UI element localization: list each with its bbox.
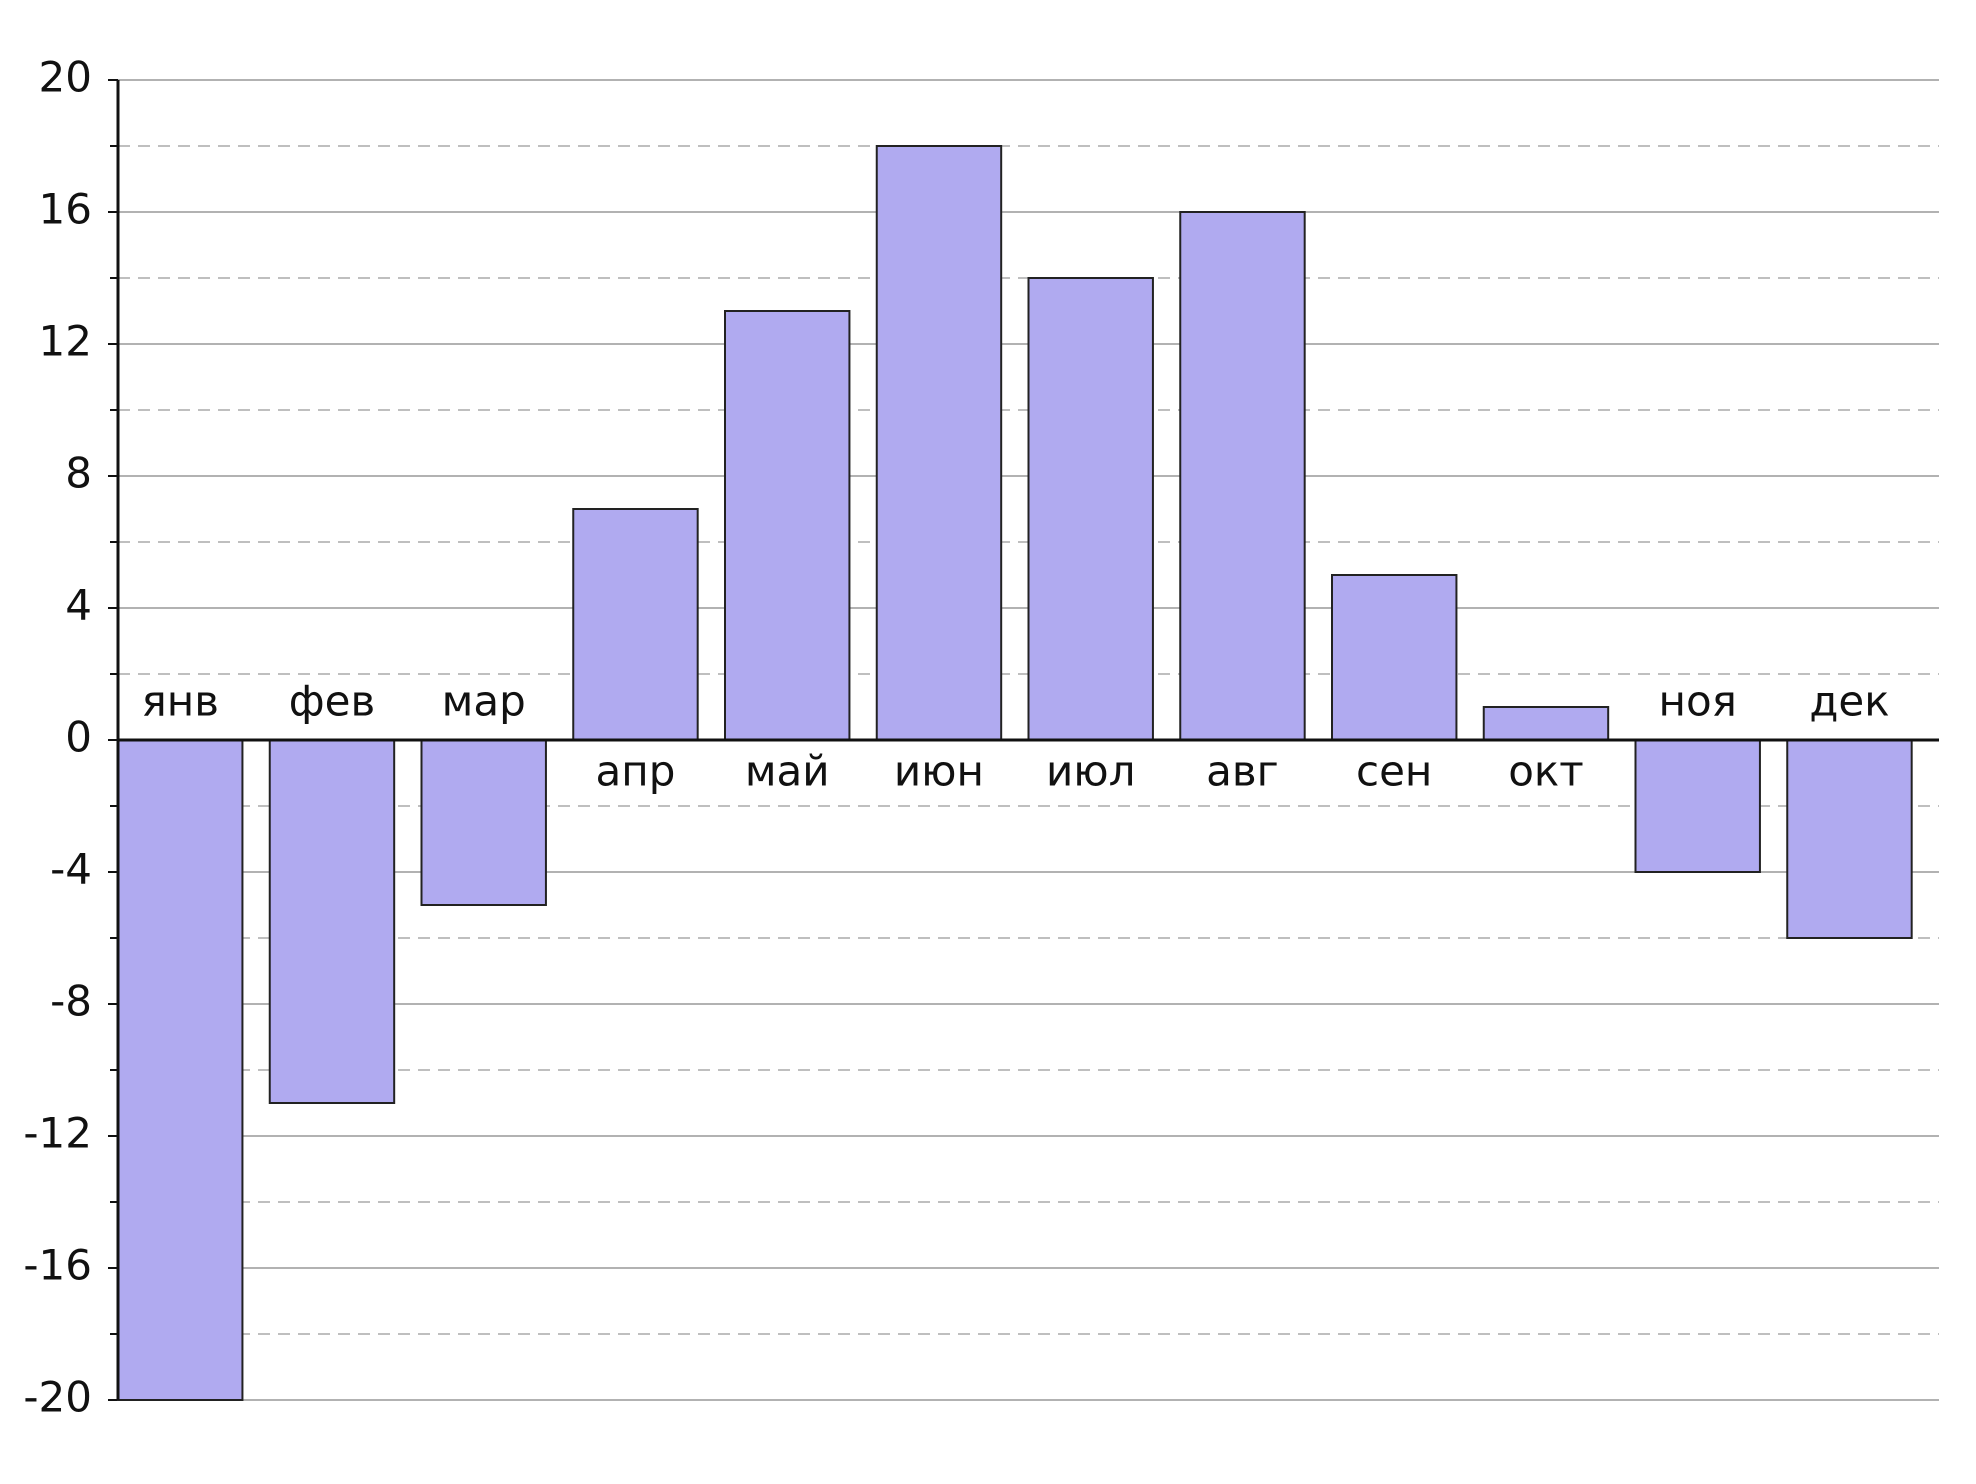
bar — [1634, 739, 1761, 873]
y-tick-label: -12 — [23, 1109, 92, 1158]
x-tick-label: окт — [1508, 747, 1584, 796]
x-tick-label: авг — [1206, 747, 1279, 796]
x-tick-label: сен — [1356, 747, 1432, 796]
x-tick-label: июл — [1046, 747, 1136, 796]
bar — [1482, 706, 1610, 741]
bar — [724, 310, 851, 741]
x-tick-label: дек — [1809, 677, 1889, 726]
y-tick-label: -16 — [23, 1241, 92, 1290]
x-tick-label: янв — [141, 677, 218, 726]
bar — [875, 145, 1003, 741]
y-tick-label: -8 — [50, 977, 92, 1026]
y-tick-label: 20 — [39, 53, 92, 102]
y-tick-label: 12 — [39, 317, 92, 366]
y-tick-label: 0 — [65, 713, 92, 762]
bar — [1179, 211, 1306, 741]
x-tick-label: апр — [596, 747, 676, 796]
bar — [572, 508, 699, 741]
x-tick-label: мар — [442, 677, 526, 726]
bar — [268, 739, 396, 1104]
y-tick-label: -4 — [50, 845, 92, 894]
y-tick-label: 4 — [65, 581, 92, 630]
x-tick-label: июн — [894, 747, 984, 796]
x-tick-label: фев — [289, 677, 376, 726]
x-tick-label: ноя — [1659, 677, 1737, 726]
y-tick-label: 16 — [39, 185, 92, 234]
y-tick-label: -20 — [23, 1373, 92, 1422]
bar — [1027, 277, 1154, 741]
bar — [420, 739, 547, 906]
y-tick-label: 8 — [65, 449, 92, 498]
bar — [117, 739, 244, 1401]
x-tick-label: май — [745, 747, 830, 796]
bar — [1331, 574, 1458, 741]
bar — [1786, 739, 1913, 939]
